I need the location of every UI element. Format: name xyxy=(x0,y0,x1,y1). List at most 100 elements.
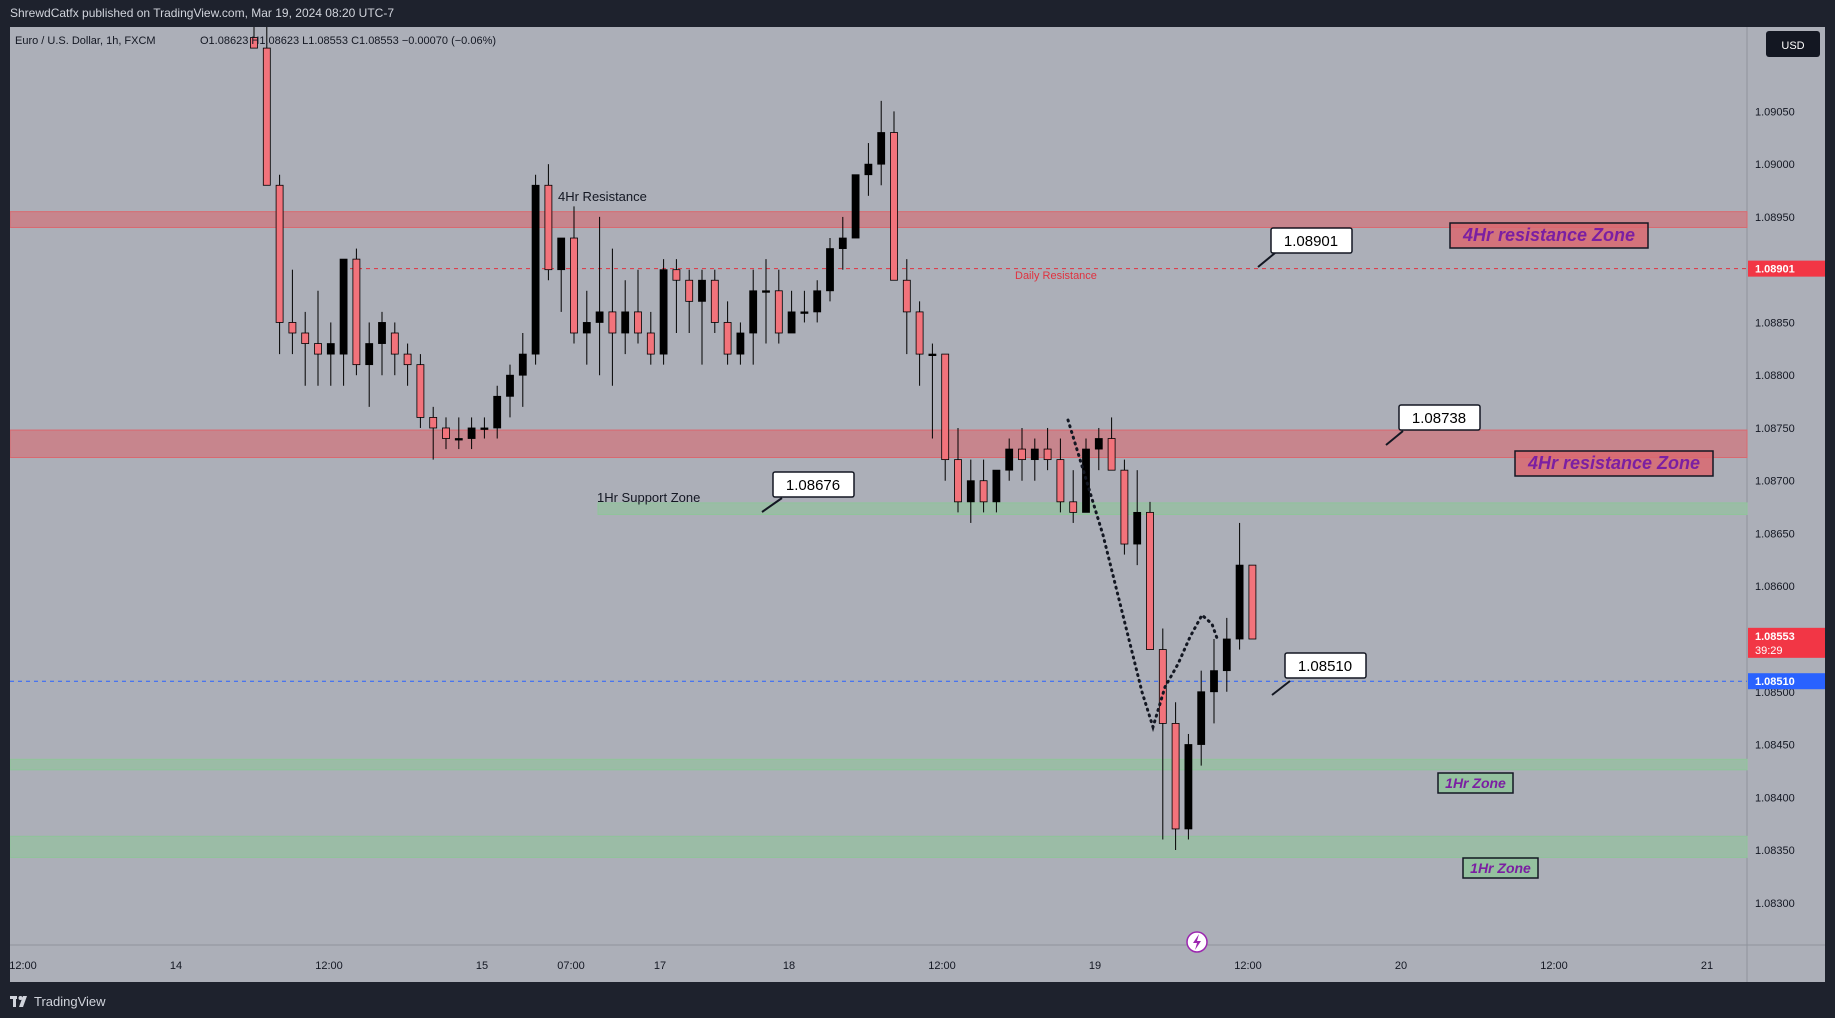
candle-body-bull xyxy=(851,174,860,239)
candle-5 xyxy=(314,290,322,386)
candle-body-bull xyxy=(1210,670,1218,693)
candle-body-bear xyxy=(352,258,361,366)
candle-body-bull xyxy=(326,343,335,355)
candle-body-bear xyxy=(954,459,962,503)
candle-body-bull xyxy=(1030,448,1039,461)
candle-74 xyxy=(1197,670,1206,766)
candle-body-bear xyxy=(1069,501,1078,513)
axes-layer: 1.090501.090001.089501.089001.088501.088… xyxy=(9,106,1825,972)
candle-0 xyxy=(250,27,258,49)
candle-53 xyxy=(928,343,937,439)
price-tag-bg xyxy=(1748,673,1825,690)
currency-badge[interactable] xyxy=(1766,31,1820,57)
candle-body-bull xyxy=(467,427,476,439)
y-tick-label: 1.09050 xyxy=(1755,106,1795,118)
candle-15 xyxy=(442,417,450,450)
candle-33 xyxy=(672,259,681,333)
candle-body-bear xyxy=(314,343,322,355)
candle-body-bear xyxy=(1043,448,1052,461)
publisher-text: ShrewdCatfx published on TradingView.com… xyxy=(10,6,394,20)
candle-47 xyxy=(851,174,860,239)
candle-30 xyxy=(634,269,642,344)
candle-77 xyxy=(1235,522,1244,650)
zone-tag-box xyxy=(1437,772,1514,794)
candle-body-bear xyxy=(390,332,399,355)
candle-body-bull xyxy=(506,374,514,397)
chart-frame[interactable]: 4Hr resistance Zone 4Hr resistance Zone 1H… xyxy=(9,27,1825,982)
x-tick-label: 12:00 xyxy=(10,960,37,972)
candle-body-bull xyxy=(659,269,668,355)
candle-24 xyxy=(557,237,566,312)
callout-1.08901: 1.08901 xyxy=(1257,227,1353,268)
candle-36 xyxy=(710,269,719,333)
candle-body-bear xyxy=(403,353,412,366)
candle-60 xyxy=(1018,427,1026,481)
candle-body-bear xyxy=(250,37,258,49)
tradingview-logo-icon xyxy=(10,995,27,1007)
callout-1.08738: 1.08738 xyxy=(1385,404,1481,446)
price-tag-bg xyxy=(1748,627,1825,658)
candle-body-bull xyxy=(787,311,796,334)
candle-75 xyxy=(1210,639,1218,724)
candle-39 xyxy=(749,269,758,365)
candle-61 xyxy=(1030,438,1039,481)
event-lightning-icon[interactable] xyxy=(1186,931,1208,953)
candle-65 xyxy=(1082,438,1090,513)
candle-50 xyxy=(890,111,898,281)
candle-body-bear xyxy=(941,353,950,461)
y-tick-label: 1.09000 xyxy=(1755,159,1795,171)
y-tick-label: 1.08350 xyxy=(1755,845,1795,857)
candle-9 xyxy=(365,322,374,407)
price-chart[interactable]: 4Hr resistance Zone 4Hr resistance Zone 1H… xyxy=(9,27,1825,982)
callout-1.08510: 1.08510 xyxy=(1271,652,1367,696)
price-axis-background xyxy=(1747,27,1825,982)
candle-body-bull xyxy=(813,290,822,313)
candle-body-bull xyxy=(365,343,374,366)
candle-72 xyxy=(1171,702,1180,851)
candle-body-bull xyxy=(339,258,348,355)
y-tick-label: 1.08600 xyxy=(1755,581,1795,593)
zone-tag-label: 4Hr resistance Zone xyxy=(1462,225,1635,245)
candle-70 xyxy=(1146,501,1154,650)
candle-body-bear xyxy=(288,322,297,334)
support-1hr-label: 1Hr Support Zone xyxy=(597,490,700,505)
y-tick-label: 1.08950 xyxy=(1755,212,1795,224)
callout-text: 1.08901 xyxy=(1284,233,1338,250)
candle-body-bull xyxy=(838,237,847,249)
candle-body-bear xyxy=(442,427,450,439)
candle-body-bull xyxy=(1005,448,1014,471)
candle-11 xyxy=(390,322,399,376)
candle-76 xyxy=(1222,617,1231,692)
symbol-label: Euro / U.S. Dollar, 1h, FXCM xyxy=(15,35,156,47)
candle-body-bear xyxy=(544,184,553,271)
candle-body-bear xyxy=(1146,511,1154,650)
candle-48 xyxy=(864,143,873,196)
candle-body-bull xyxy=(800,311,809,314)
candle-body-bear xyxy=(672,269,681,281)
y-tick-label: 1.08850 xyxy=(1755,317,1795,329)
candle-body-bear xyxy=(262,47,271,186)
price-tag-label: 1.08553 xyxy=(1755,631,1795,643)
candle-43 xyxy=(800,290,809,323)
candle-7 xyxy=(339,258,348,386)
candle-44 xyxy=(813,280,822,323)
candle-body-bull xyxy=(557,237,566,271)
x-tick-label: 14 xyxy=(170,960,182,972)
candle-body-bull xyxy=(621,311,630,334)
candle-body-bull xyxy=(1235,564,1244,640)
candle-body-bear xyxy=(1120,469,1129,545)
candle-body-bull xyxy=(1094,438,1103,450)
candle-34 xyxy=(685,269,694,333)
candle-1 xyxy=(262,27,271,186)
x-tick-label: 18 xyxy=(783,960,795,972)
x-tick-label: 15 xyxy=(476,960,488,972)
candle-body-bull xyxy=(698,279,706,302)
candle-42 xyxy=(787,290,796,334)
tradingview-logo[interactable]: TradingView xyxy=(10,994,106,1009)
candle-body-bull xyxy=(966,480,975,503)
candle-body-bull xyxy=(1197,691,1206,745)
y-tick-label: 1.08750 xyxy=(1755,423,1795,435)
x-tick-label: 21 xyxy=(1701,960,1713,972)
candle-41 xyxy=(774,269,783,344)
level-lines-layer xyxy=(10,268,1747,682)
